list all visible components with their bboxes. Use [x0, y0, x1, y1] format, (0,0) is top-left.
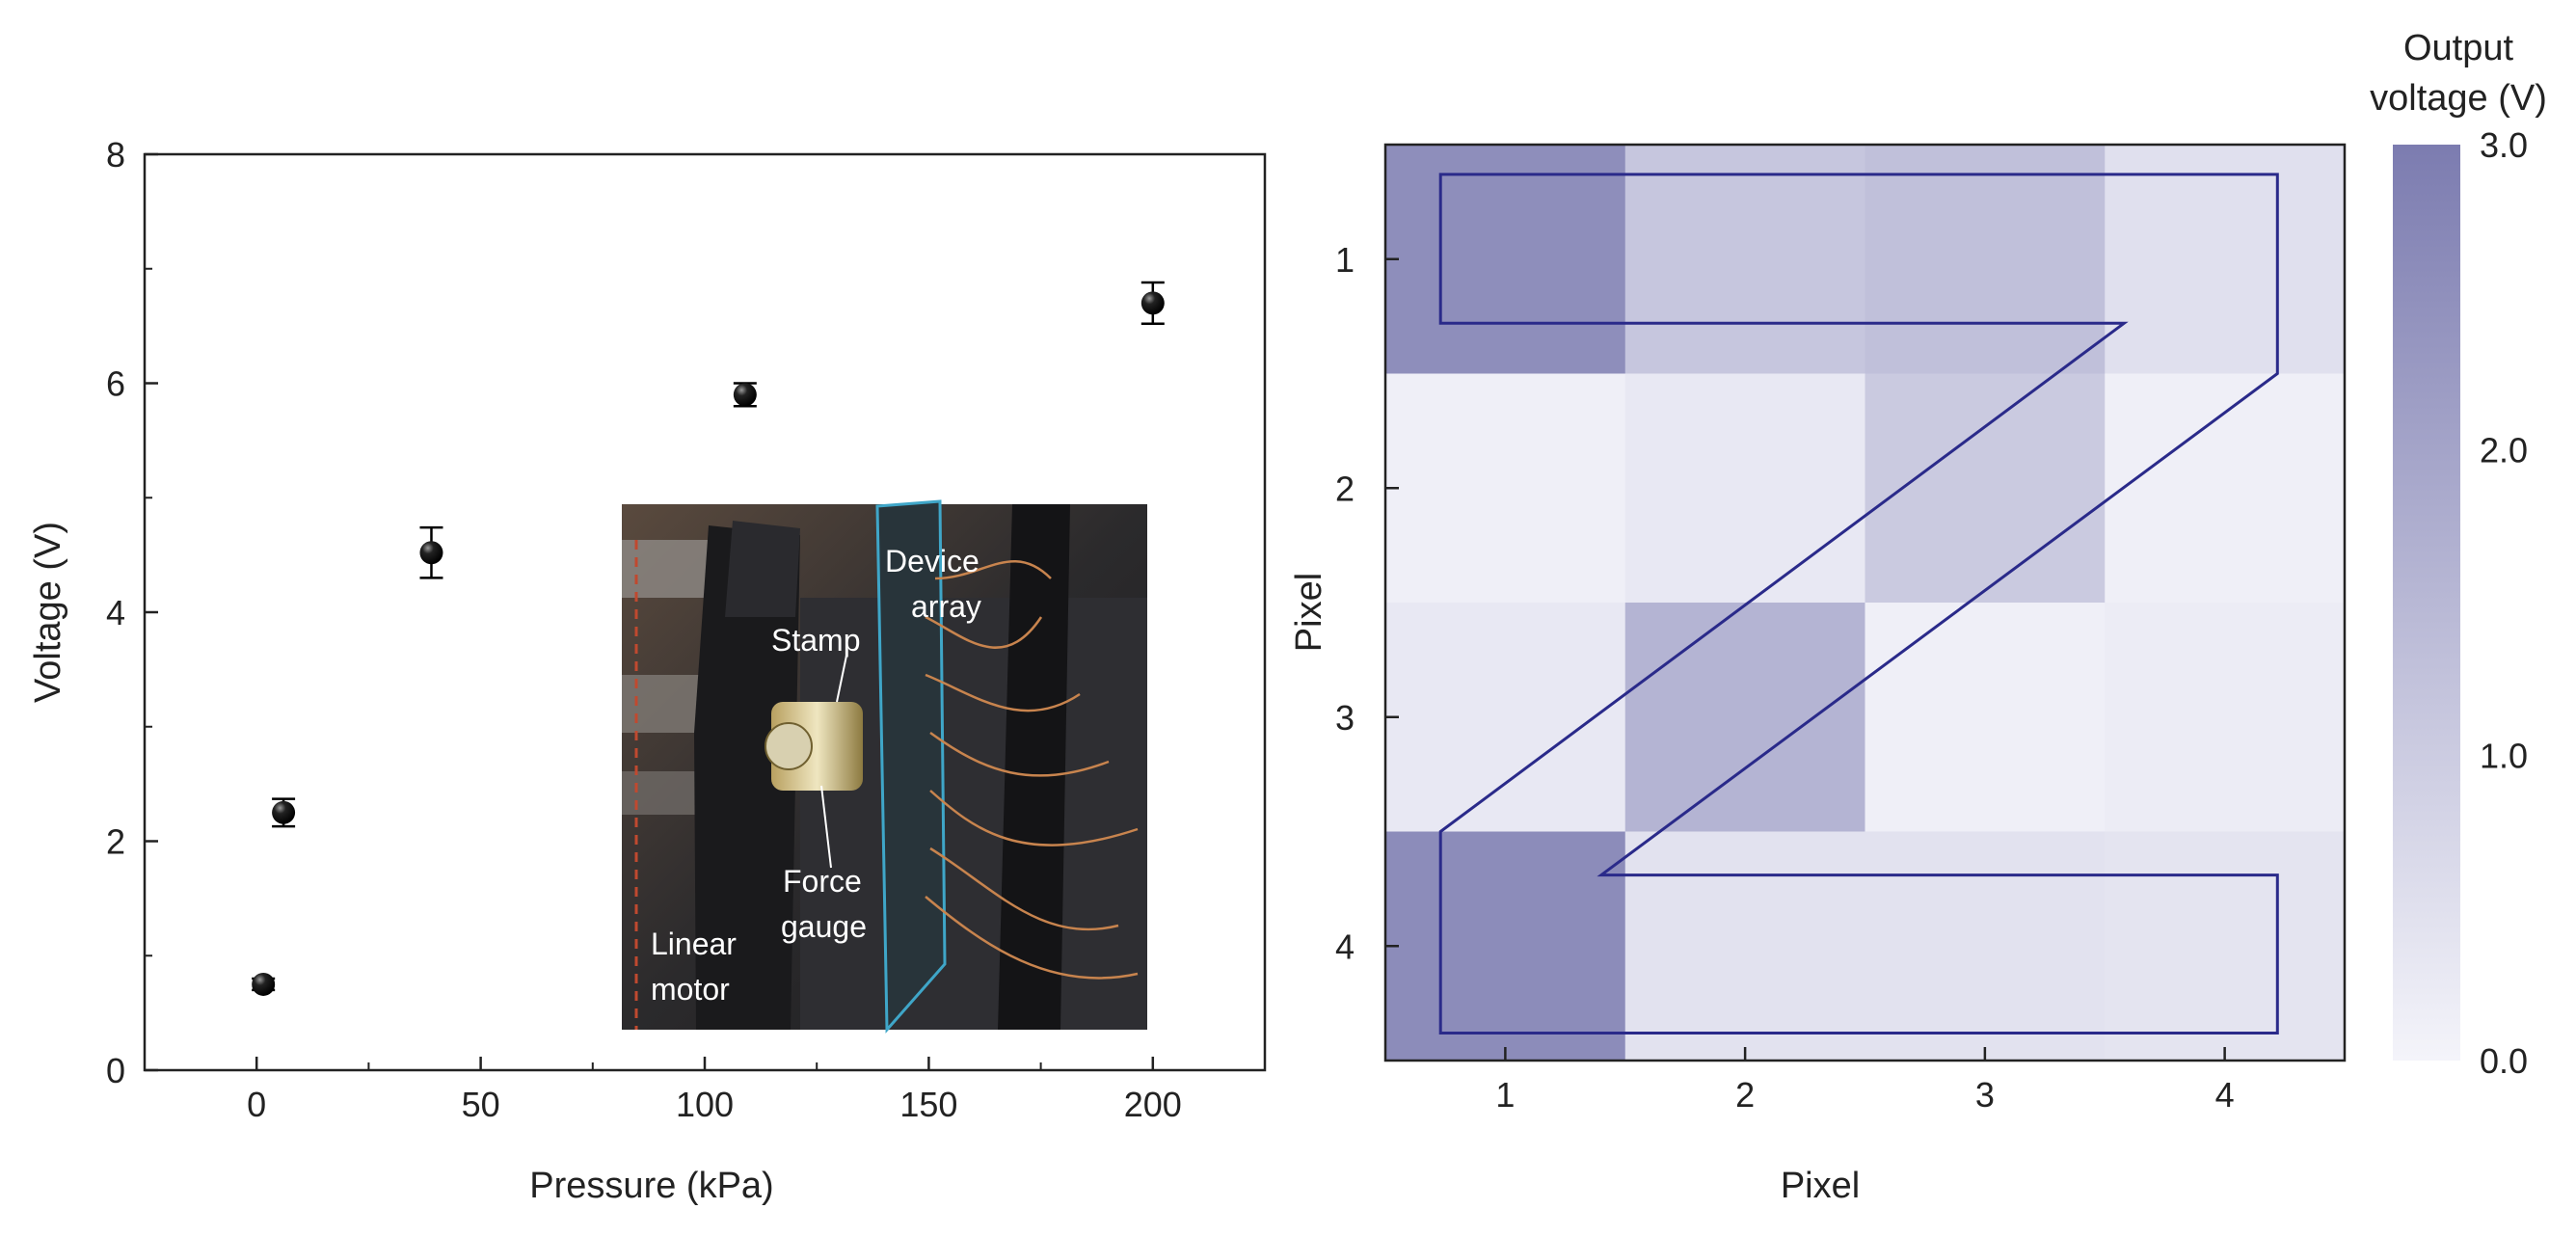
- inset-device-array: [875, 499, 947, 1034]
- heatmap-cell: [2105, 603, 2346, 832]
- z-letter-outline: [1438, 173, 2279, 1034]
- inset-rail-mid: [622, 675, 699, 733]
- inset-rail-low: [622, 771, 699, 815]
- data-marker: [272, 800, 296, 824]
- scatter-y-tick-label: 2: [106, 822, 125, 862]
- colorbar-tick-label: 3.0: [2480, 125, 2528, 165]
- inset-motor-face: [725, 521, 800, 617]
- inset-pointer-gauge: [820, 785, 832, 869]
- scatter-x-tick-label: 150: [899, 1085, 957, 1124]
- heatmap-frame: [1383, 143, 2347, 1062]
- heatmap-y-tick-label: 4: [1335, 927, 1355, 966]
- scatter-point: [1140, 281, 1165, 325]
- colorbar-ticks: 3.0 2.0 1.0 0.0: [2480, 125, 2528, 1081]
- heatmap-cell: [2105, 373, 2346, 604]
- inset-label-device-array-2: array: [911, 589, 981, 624]
- inset-right-pillar: [998, 504, 1070, 1030]
- scatter-x-tick-label: 200: [1124, 1085, 1182, 1124]
- heatmap-cell: [1624, 831, 1865, 1061]
- heatmap-x-tick-label: 1: [1495, 1075, 1515, 1115]
- heatmap-y-tick-label: 3: [1335, 698, 1355, 738]
- colorbar-title-line2: voltage (V): [2370, 78, 2547, 119]
- heatmap-y-ticks: 1 2 3 4: [1335, 240, 1399, 966]
- colorbar-gradient: [2393, 145, 2460, 1061]
- heatmap-cell: [1865, 603, 2106, 832]
- inset-label-device-array-1: Device: [885, 544, 979, 578]
- heatmap-y-tick-label: 1: [1335, 240, 1355, 280]
- data-marker: [252, 972, 276, 996]
- data-marker: [419, 541, 443, 565]
- inset-pointer-stamp: [836, 655, 847, 703]
- heatmap-cell: [1624, 603, 1865, 832]
- scatter-y-tick-label: 6: [106, 364, 125, 404]
- scatter-y-tick-label: 0: [106, 1051, 125, 1090]
- heatmap-cell: [1624, 145, 1865, 374]
- inset-wires: [925, 560, 1139, 980]
- scatter-y-tick-label: 8: [106, 135, 125, 175]
- data-marker: [1140, 291, 1165, 315]
- heatmap-cell: [1624, 373, 1865, 604]
- heatmap-chart: 1 2 3 4 1 2 3 4 Pixel Pixel 3.0 2.0 1.0 0.0 Outpu…: [1289, 28, 2547, 1206]
- heatmap-x-tick-label: 4: [2215, 1075, 2235, 1115]
- inset-label-force-gauge-2: gauge: [781, 909, 867, 944]
- colorbar-title-line1: Output: [2403, 28, 2514, 68]
- heatmap-cell: [1865, 145, 2106, 374]
- inset-label-force-gauge-1: Force: [783, 864, 862, 899]
- colorbar: 3.0 2.0 1.0 0.0 Output voltage (V): [2370, 28, 2547, 1081]
- heatmap-x-axis-title: Pixel: [1781, 1166, 1860, 1206]
- scatter-point: [252, 972, 276, 996]
- inset-stage: [800, 598, 1147, 1030]
- heatmap-cell: [1865, 373, 2106, 604]
- inset-label-linear-motor-1: Linear: [651, 927, 737, 961]
- scatter-point: [272, 797, 296, 828]
- heatmap-cell: [2105, 831, 2346, 1061]
- heatmap-y-tick-label: 2: [1335, 469, 1355, 508]
- heatmap-cell: [1385, 603, 1626, 832]
- scatter-point: [733, 382, 757, 408]
- scatter-x-tick-label: 0: [247, 1085, 266, 1124]
- scatter-x-tick-label: 50: [462, 1085, 500, 1124]
- colorbar-tick-label: 0.0: [2480, 1041, 2528, 1081]
- heatmap-x-tick-label: 2: [1735, 1075, 1755, 1115]
- scatter-x-ticks: 0 50 100 150 200: [247, 1057, 1182, 1124]
- inset-photo: Device array Stamp Force gauge Linear mo…: [622, 499, 1147, 1034]
- heatmap-cell: [1865, 831, 2106, 1061]
- heatmap-cell: [1385, 145, 1626, 374]
- inset-label-linear-motor-2: motor: [651, 972, 730, 1007]
- scatter-y-ticks: 0 2 4 6 8: [106, 135, 158, 1090]
- heatmap-y-axis-title: Pixel: [1289, 573, 1329, 652]
- scatter-point: [419, 525, 443, 579]
- heatmap-cell: [1385, 831, 1626, 1061]
- data-marker: [733, 383, 757, 407]
- scatter-x-tick-label: 100: [676, 1085, 734, 1124]
- colorbar-tick-label: 2.0: [2480, 431, 2528, 470]
- colorbar-tick-label: 1.0: [2480, 736, 2528, 775]
- heatmap-cell: [1385, 373, 1626, 604]
- heatmap-cell: [2105, 145, 2346, 374]
- scatter-chart: 0 50 100 150 200 0 2 4 6 8: [28, 135, 1267, 1206]
- inset-gauge-face: [765, 722, 813, 770]
- scatter-y-tick-label: 4: [106, 593, 125, 632]
- scatter-x-axis-title: Pressure (kPa): [529, 1166, 773, 1206]
- scatter-y-axis-title: Voltage (V): [28, 522, 68, 703]
- inset-motor-block: [694, 525, 800, 1030]
- heatmap-x-tick-label: 3: [1975, 1075, 1995, 1115]
- heatmap-x-ticks: 1 2 3 4: [1495, 1047, 2235, 1115]
- inset-label-stamp: Stamp: [771, 623, 860, 658]
- heatmap-cells: [1385, 145, 2346, 1061]
- scatter-points: [252, 281, 1165, 996]
